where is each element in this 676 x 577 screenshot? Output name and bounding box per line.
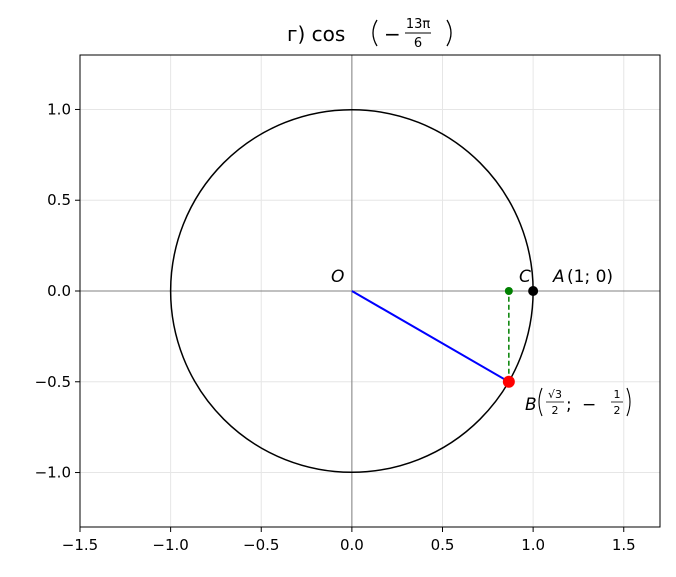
title-numerator: 13π (406, 17, 431, 32)
x-tick-label-5: 1.0 (521, 536, 545, 554)
title-prefix: г) cos (287, 22, 345, 46)
label-B-y-denominator: 2 (614, 404, 621, 417)
label-B-x-numerator: √3 (548, 388, 562, 401)
plot-area (79, 54, 661, 528)
x-tick-label-2: −0.5 (243, 536, 279, 554)
chart-title: г) cos − 13π 6 (287, 17, 452, 51)
label-O: O (331, 267, 344, 287)
x-tick-label-0: −1.5 (62, 536, 98, 554)
label-B-left-paren (538, 387, 543, 417)
x-tick-label-3: 0.0 (340, 536, 364, 554)
label-A: A (1; 0) (552, 267, 613, 287)
point-B-marker (502, 375, 515, 388)
point-A-marker (528, 286, 539, 296)
point-C-marker (504, 287, 513, 295)
label-C: C (519, 267, 531, 287)
label-B-name: B (525, 395, 537, 415)
label-B-y-sign: − (582, 395, 596, 415)
title-right-paren (446, 19, 452, 47)
label-B-y-numerator: 1 (614, 388, 621, 401)
title-left-paren (372, 19, 378, 47)
y-tick-label-4: 1.0 (47, 100, 71, 118)
label-A-coords: (1; 0) (567, 267, 613, 287)
y-axis-ticks: −1.0 −0.5 0.0 0.5 1.0 (35, 100, 80, 482)
y-tick-label-0: −1.0 (35, 464, 71, 482)
y-tick-label-3: 0.5 (47, 191, 71, 209)
y-tick-label-1: −0.5 (35, 373, 71, 391)
x-tick-label-1: −1.0 (152, 536, 188, 554)
y-tick-label-2: 0.0 (47, 282, 71, 300)
label-B: B √3 2 ; − 1 2 (525, 387, 631, 417)
label-B-x-denominator: 2 (552, 404, 559, 417)
x-tick-label-4: 0.5 (431, 536, 455, 554)
title-sign: − (384, 22, 401, 46)
label-B-separator: ; (566, 395, 572, 415)
x-axis-ticks: −1.5 −1.0 −0.5 0.0 0.5 1.0 1.5 (62, 527, 636, 554)
radius-segment-OB (351, 290, 510, 383)
label-A-name: A (552, 267, 565, 287)
x-tick-label-6: 1.5 (612, 536, 636, 554)
label-B-right-paren (626, 387, 631, 417)
title-denominator: 6 (414, 36, 422, 51)
